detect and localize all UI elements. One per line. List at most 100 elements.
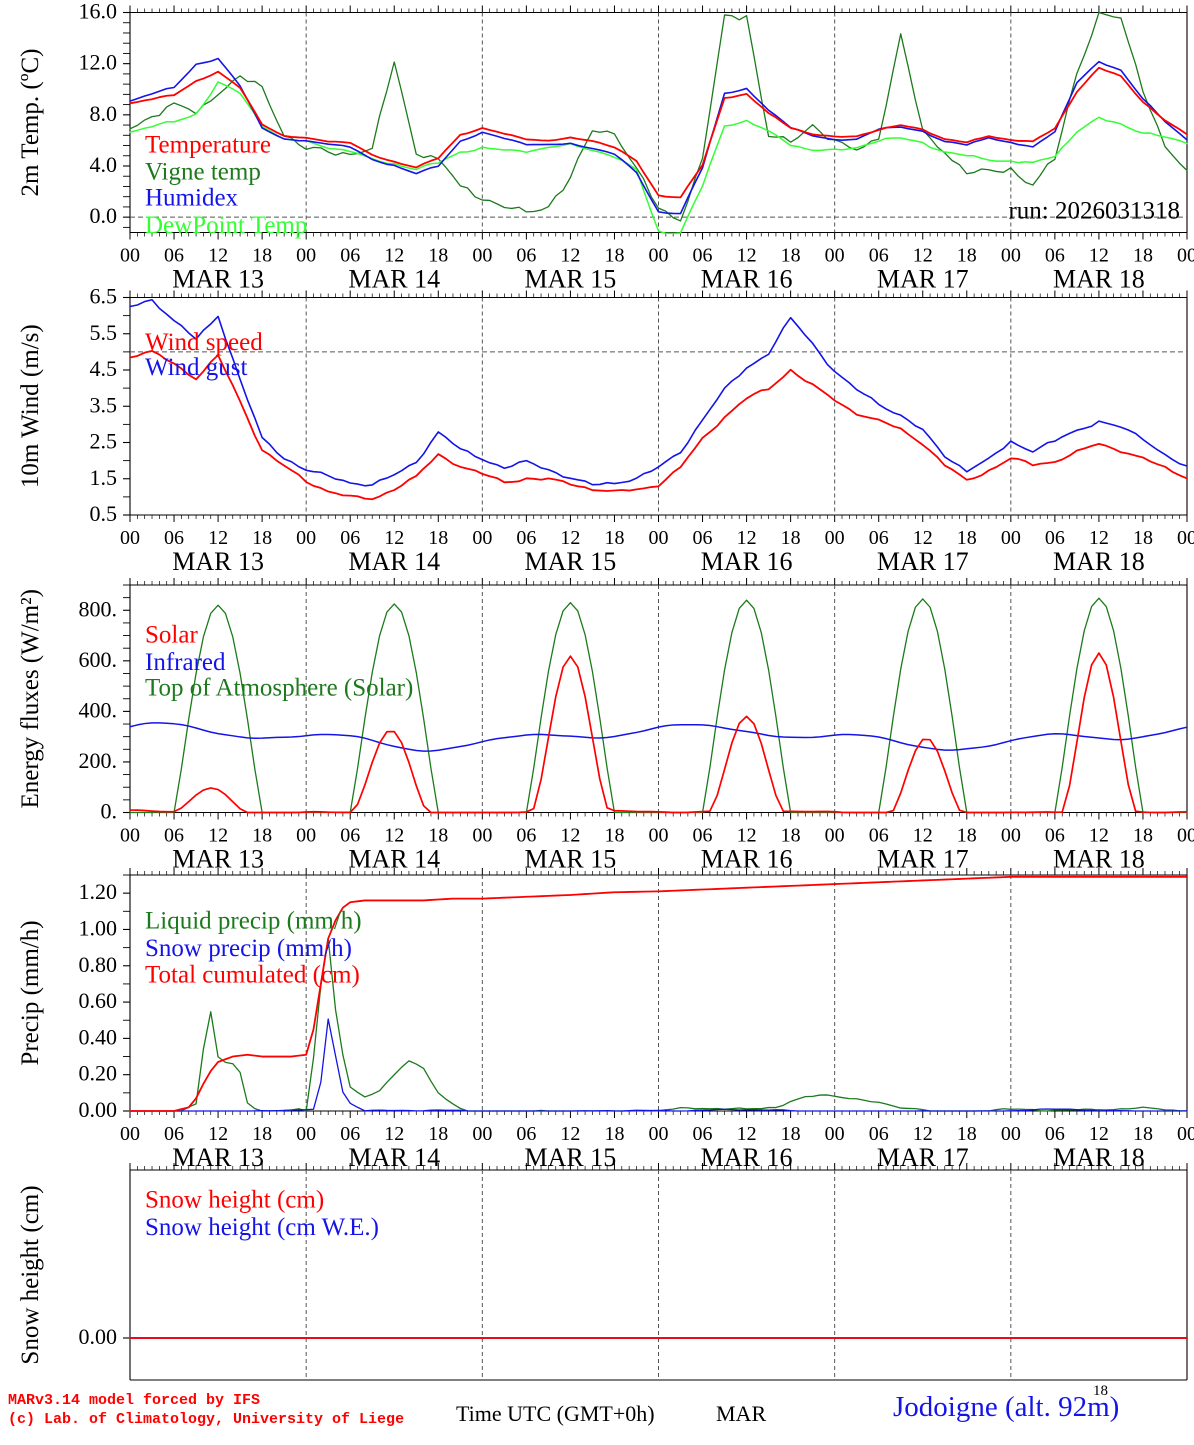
svg-text:18: 18 (428, 1123, 448, 1145)
svg-text:1.20: 1.20 (79, 879, 118, 904)
svg-text:0.00: 0.00 (79, 1097, 118, 1122)
svg-text:3.5: 3.5 (90, 392, 118, 417)
svg-text:12: 12 (560, 825, 580, 847)
svg-text:0.0: 0.0 (90, 203, 118, 228)
svg-text:00: 00 (1001, 245, 1021, 267)
svg-text:12: 12 (737, 1123, 757, 1145)
svg-text:18: 18 (604, 1123, 624, 1145)
svg-text:4.5: 4.5 (90, 356, 118, 381)
svg-text:00: 00 (1177, 245, 1194, 267)
svg-text:06: 06 (340, 245, 360, 267)
svg-text:Snow height (cm): Snow height (cm) (145, 1187, 324, 1214)
svg-text:06: 06 (1045, 245, 1065, 267)
svg-text:12: 12 (913, 1123, 933, 1145)
svg-text:12: 12 (1089, 527, 1109, 549)
svg-text:06: 06 (164, 1123, 184, 1145)
svg-text:00: 00 (296, 527, 316, 549)
svg-text:Snow height (cm): Snow height (cm) (17, 1185, 44, 1364)
svg-text:MAR 15: MAR 15 (525, 547, 617, 576)
svg-text:00: 00 (1001, 1123, 1021, 1145)
svg-text:MAR 18: MAR 18 (1053, 547, 1145, 576)
svg-text:06: 06 (869, 245, 889, 267)
svg-text:18: 18 (957, 245, 977, 267)
svg-text:MAR 17: MAR 17 (877, 547, 969, 576)
svg-text:18: 18 (604, 825, 624, 847)
svg-text:Humidex: Humidex (145, 185, 239, 212)
svg-text:16.0: 16.0 (79, 0, 118, 24)
svg-text:18: 18 (1133, 825, 1153, 847)
svg-text:18: 18 (781, 245, 801, 267)
svg-text:12: 12 (384, 825, 404, 847)
svg-text:6.5: 6.5 (90, 284, 118, 309)
svg-text:00: 00 (120, 1123, 140, 1145)
svg-text:00: 00 (1001, 825, 1021, 847)
svg-text:06: 06 (869, 1123, 889, 1145)
svg-text:MAR 13: MAR 13 (172, 265, 264, 294)
svg-text:Precip (mm/h): Precip (mm/h) (17, 920, 44, 1065)
svg-text:1.00: 1.00 (79, 915, 118, 940)
svg-text:06: 06 (1045, 1123, 1065, 1145)
svg-text:MAR 16: MAR 16 (701, 265, 793, 294)
svg-text:18: 18 (957, 1123, 977, 1145)
svg-text:12: 12 (1089, 245, 1109, 267)
svg-text:00: 00 (825, 825, 845, 847)
svg-text:0.80: 0.80 (79, 952, 118, 977)
svg-text:12: 12 (560, 527, 580, 549)
svg-text:00: 00 (1177, 1123, 1194, 1145)
svg-text:00: 00 (120, 527, 140, 549)
svg-text:00: 00 (649, 1123, 669, 1145)
svg-text:00: 00 (120, 245, 140, 267)
svg-text:2.5: 2.5 (90, 429, 118, 454)
svg-text:10m Wind (m/s): 10m Wind (m/s) (17, 324, 44, 488)
svg-text:06: 06 (693, 1123, 713, 1145)
svg-text:06: 06 (340, 527, 360, 549)
svg-text:12: 12 (913, 245, 933, 267)
svg-text:00: 00 (649, 245, 669, 267)
svg-text:0.20: 0.20 (79, 1061, 118, 1086)
svg-text:12: 12 (913, 825, 933, 847)
svg-text:MAR 16: MAR 16 (701, 547, 793, 576)
svg-text:18: 18 (428, 825, 448, 847)
svg-text:00: 00 (296, 825, 316, 847)
svg-text:12: 12 (560, 1123, 580, 1145)
svg-text:MAR 14: MAR 14 (348, 265, 440, 294)
svg-text:Liquid precip (mm/h): Liquid precip (mm/h) (145, 907, 362, 934)
svg-text:00: 00 (1177, 527, 1194, 549)
svg-text:06: 06 (869, 825, 889, 847)
svg-text:06: 06 (516, 527, 536, 549)
svg-text:12: 12 (208, 245, 228, 267)
svg-text:0.00: 0.00 (79, 1324, 118, 1349)
svg-text:MAR 13: MAR 13 (172, 547, 264, 576)
svg-text:200.: 200. (79, 748, 118, 773)
svg-text:12: 12 (384, 1123, 404, 1145)
svg-text:18: 18 (957, 527, 977, 549)
svg-text:Infrared: Infrared (145, 649, 226, 676)
svg-text:Wind gust: Wind gust (145, 354, 248, 381)
svg-text:0.40: 0.40 (79, 1024, 118, 1049)
svg-text:12.0: 12.0 (79, 50, 118, 75)
svg-text:06: 06 (340, 825, 360, 847)
svg-text:400.: 400. (79, 697, 118, 722)
svg-text:00: 00 (296, 1123, 316, 1145)
svg-text:06: 06 (1045, 825, 1065, 847)
svg-text:18: 18 (252, 245, 272, 267)
svg-text:18: 18 (252, 1123, 272, 1145)
svg-text:06: 06 (693, 245, 713, 267)
svg-text:0.: 0. (101, 799, 118, 824)
svg-text:12: 12 (737, 245, 757, 267)
svg-text:12: 12 (208, 1123, 228, 1145)
svg-text:Energy fluxes (W/m²): Energy fluxes (W/m²) (17, 589, 44, 808)
svg-text:06: 06 (164, 245, 184, 267)
svg-text:00: 00 (472, 1123, 492, 1145)
svg-text:18: 18 (428, 527, 448, 549)
svg-text:1.5: 1.5 (90, 465, 118, 490)
svg-text:12: 12 (560, 245, 580, 267)
svg-text:run: 2026031318: run: 2026031318 (1008, 198, 1180, 225)
svg-text:00: 00 (649, 825, 669, 847)
svg-text:12: 12 (384, 527, 404, 549)
svg-text:600.: 600. (79, 647, 118, 672)
svg-text:00: 00 (472, 527, 492, 549)
svg-text:00: 00 (825, 245, 845, 267)
svg-text:Snow height (cm W.E.): Snow height (cm W.E.) (145, 1214, 379, 1241)
svg-text:5.5: 5.5 (90, 320, 118, 345)
